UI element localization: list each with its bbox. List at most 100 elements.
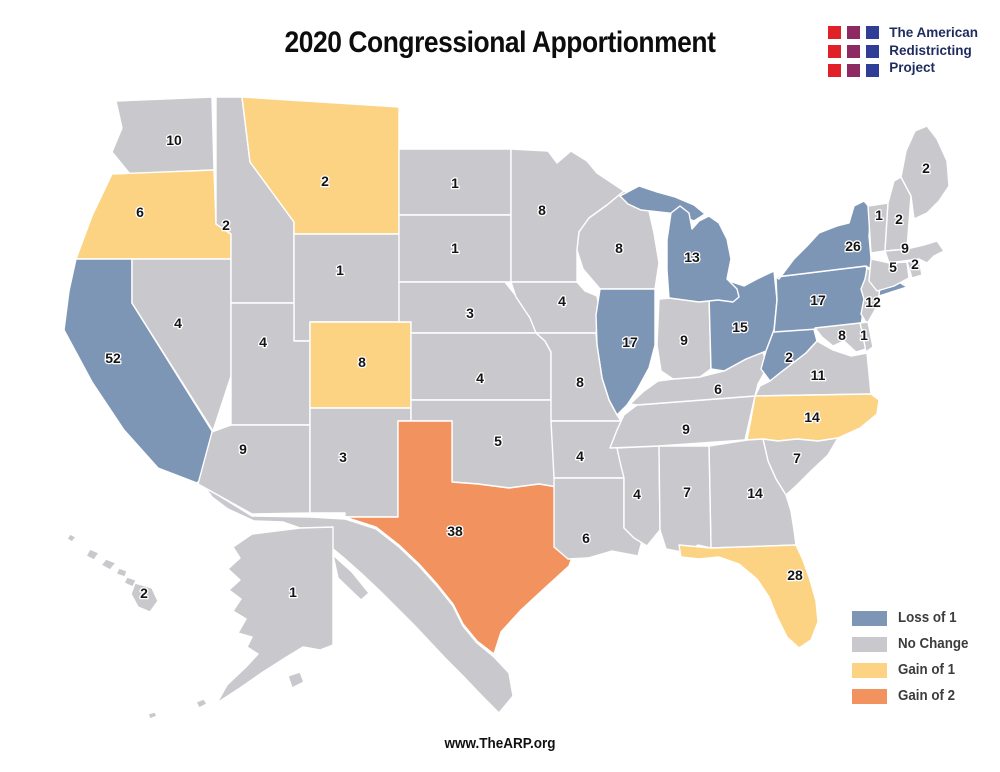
state-seats-label-SD: 1: [451, 240, 459, 256]
state-seats-label-AK: 1: [289, 584, 297, 600]
logo-square: [828, 45, 842, 58]
logo-square: [847, 64, 861, 77]
state-AR: [550, 420, 627, 479]
state-seats-label-RI: 2: [911, 256, 919, 272]
state-seats-label-HI: 2: [140, 585, 148, 601]
state-WA: [111, 96, 215, 175]
state-seats-label-MI: 13: [684, 249, 700, 265]
state-seats-label-OK: 5: [494, 433, 502, 449]
state-DE: [859, 321, 874, 353]
logo-text-line: Project: [889, 60, 935, 76]
state-seats-label-ID: 2: [222, 217, 230, 233]
state-VA: [754, 340, 872, 397]
state-seats-label-AZ: 9: [239, 441, 247, 457]
logo-text: The American Redistricting Project: [889, 24, 978, 77]
state-seats-label-WI: 8: [615, 240, 623, 256]
state-seats-label-VA: 11: [811, 367, 826, 383]
state-AK: [147, 711, 158, 720]
legend-swatch-gain1: [852, 662, 887, 678]
logo-square: [847, 26, 861, 39]
page-title: 2020 Congressional Apportionment: [284, 26, 716, 59]
state-seats-label-CO: 8: [358, 354, 366, 370]
state-seats-label-NY: 26: [845, 238, 861, 254]
state-seats-label-NV: 4: [174, 315, 182, 331]
legend-swatch-none: [852, 636, 887, 652]
state-HI: [130, 582, 159, 613]
legend-item-gain1: Gain of 1: [852, 662, 975, 678]
logo-text-line: The American: [889, 25, 978, 40]
state-seats-label-KY: 6: [714, 381, 722, 397]
state-KS: [410, 332, 552, 401]
state-seats-label-NJ: 12: [865, 294, 881, 310]
logo-square: [847, 45, 861, 58]
state-seats-label-MD: 8: [838, 327, 846, 343]
legend-item-loss1: Loss of 1: [852, 610, 975, 626]
state-seats-label-IL: 17: [622, 334, 638, 350]
state-HI: [100, 558, 117, 571]
state-MO: [535, 332, 622, 422]
state-seats-label-ND: 1: [451, 175, 459, 191]
logo-square: [866, 64, 880, 77]
legend-label: Loss of 1: [898, 610, 957, 626]
state-ME: [900, 125, 950, 220]
state-seats-label-VT: 1: [875, 207, 883, 223]
state-FL: [678, 544, 819, 649]
state-seats-label-WY: 1: [336, 262, 344, 278]
website-url: www.TheARP.org: [444, 735, 556, 752]
logo-square: [866, 26, 880, 39]
legend-label: Gain of 2: [898, 688, 956, 704]
state-seats-label-PA: 17: [810, 292, 826, 308]
state-seats-label-NC: 14: [804, 409, 820, 425]
legend-item-gain2: Gain of 2: [852, 688, 975, 704]
legend: Loss of 1 No Change Gain of 1 Gain of 2: [852, 610, 975, 714]
state-seats-label-NM: 3: [339, 449, 347, 465]
legend-item-none: No Change: [852, 636, 975, 652]
state-seats-label-OR: 6: [136, 204, 144, 220]
state-seats-label-UT: 4: [259, 334, 267, 350]
state-AK: [195, 698, 208, 709]
state-seats-label-NE: 3: [466, 305, 474, 321]
legend-swatch-loss1: [852, 610, 887, 626]
state-AK: [287, 671, 305, 689]
state-AZ: [197, 424, 311, 515]
state-RI: [906, 258, 923, 279]
state-MI: [666, 205, 740, 303]
logo-square: [828, 26, 842, 39]
legend-label: Gain of 1: [898, 662, 956, 678]
state-CT: [868, 258, 910, 292]
states-layer: [63, 96, 950, 720]
state-seats-label-TN: 9: [682, 421, 690, 437]
state-seats-label-WV: 2: [785, 349, 793, 365]
state-seats-label-CA: 52: [105, 350, 121, 366]
state-seats-label-KS: 4: [476, 370, 484, 386]
logo-squares-icon: [828, 26, 880, 77]
state-seats-label-MN: 8: [538, 202, 546, 218]
state-AK: [332, 554, 370, 601]
state-seats-label-DE: 1: [860, 327, 868, 343]
legend-label: No Change: [898, 636, 969, 652]
state-seats-label-CT: 5: [889, 259, 897, 275]
arp-logo: The American Redistricting Project: [828, 24, 978, 77]
state-seats-label-AR: 4: [576, 448, 584, 464]
state-seats-label-MO: 8: [576, 374, 584, 390]
state-AK: [216, 526, 334, 704]
legend-swatch-gain2: [852, 688, 887, 704]
state-seats-label-IN: 9: [680, 332, 688, 348]
state-seats-label-NH: 2: [895, 211, 903, 227]
state-NY: [775, 200, 876, 280]
state-seats-label-MA: 9: [901, 240, 909, 256]
state-seats-label-TX: 38: [447, 523, 463, 539]
state-MA: [884, 240, 945, 264]
state-seats-label-LA: 6: [582, 530, 590, 546]
state-TX: [344, 420, 576, 655]
state-seats-label-FL: 28: [787, 567, 803, 583]
state-seats-label-ME: 2: [922, 160, 930, 176]
state-HI: [115, 567, 128, 578]
state-seats-label-MS: 4: [633, 486, 641, 502]
state-seats-label-SC: 7: [793, 450, 801, 466]
logo-square: [866, 45, 880, 58]
state-seats-label-WA: 10: [166, 132, 182, 148]
state-seats-label-MT: 2: [321, 173, 329, 189]
